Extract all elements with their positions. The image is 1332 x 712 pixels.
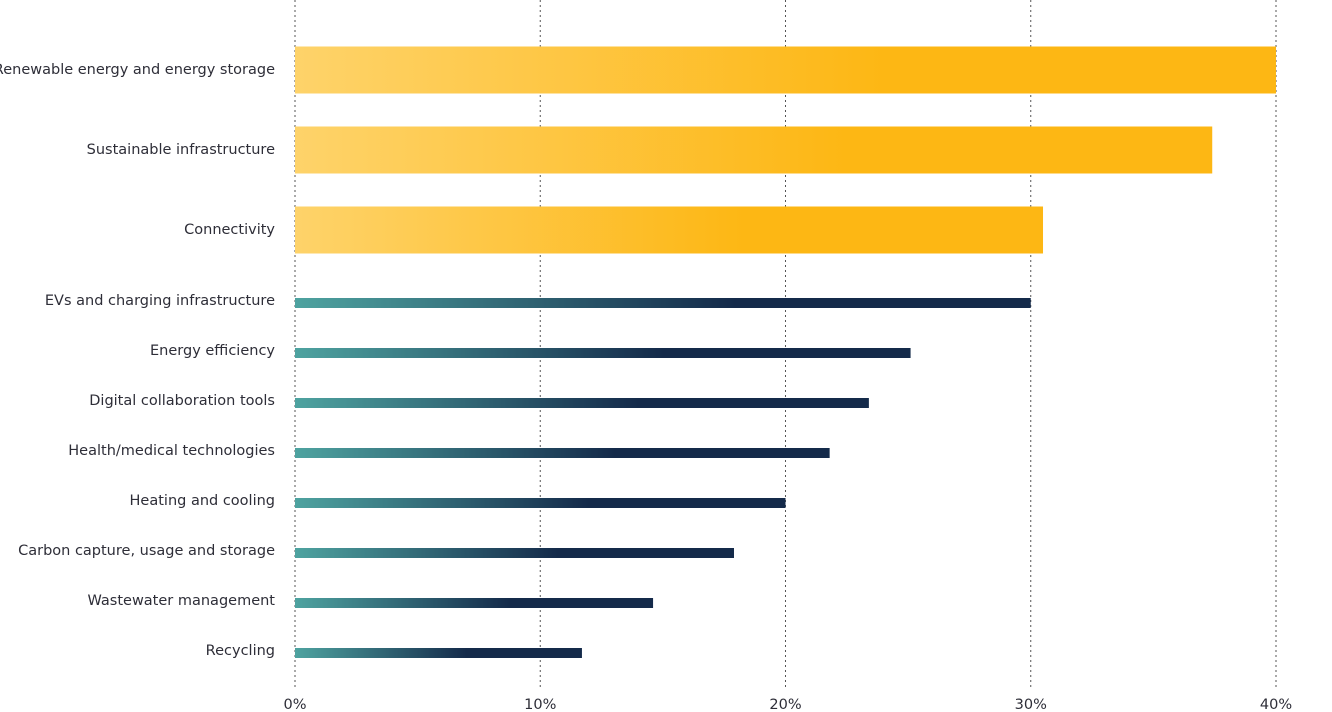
y-tick-label: Heating and cooling bbox=[130, 493, 275, 509]
y-tick-label: EVs and charging infrastructure bbox=[45, 293, 275, 309]
y-tick-label: Health/medical technologies bbox=[68, 443, 275, 459]
y-tick-label: Renewable energy and energy storage bbox=[0, 62, 275, 78]
y-tick-label: Sustainable infrastructure bbox=[87, 142, 275, 158]
bar bbox=[295, 126, 1213, 174]
y-tick-label: Recycling bbox=[206, 643, 275, 659]
x-tick-label: 10% bbox=[524, 697, 556, 712]
x-tick-label: 0% bbox=[283, 697, 306, 712]
y-tick-label: Wastewater management bbox=[87, 593, 275, 609]
bar bbox=[295, 398, 869, 408]
bar bbox=[295, 548, 734, 558]
bar bbox=[295, 598, 654, 608]
x-tick-label: 20% bbox=[769, 697, 801, 712]
bar bbox=[295, 498, 786, 508]
bar bbox=[295, 46, 1276, 94]
bar bbox=[295, 206, 1044, 254]
bar bbox=[295, 648, 582, 658]
y-tick-label: Digital collaboration tools bbox=[89, 393, 275, 409]
y-tick-label: Energy efficiency bbox=[150, 343, 275, 359]
bar bbox=[295, 348, 911, 358]
x-tick-label: 40% bbox=[1260, 697, 1292, 712]
x-tick-label: 30% bbox=[1015, 697, 1047, 712]
bar bbox=[295, 298, 1031, 308]
y-tick-label: Carbon capture, usage and storage bbox=[18, 543, 275, 559]
bar bbox=[295, 448, 830, 458]
y-tick-label: Connectivity bbox=[184, 222, 275, 238]
